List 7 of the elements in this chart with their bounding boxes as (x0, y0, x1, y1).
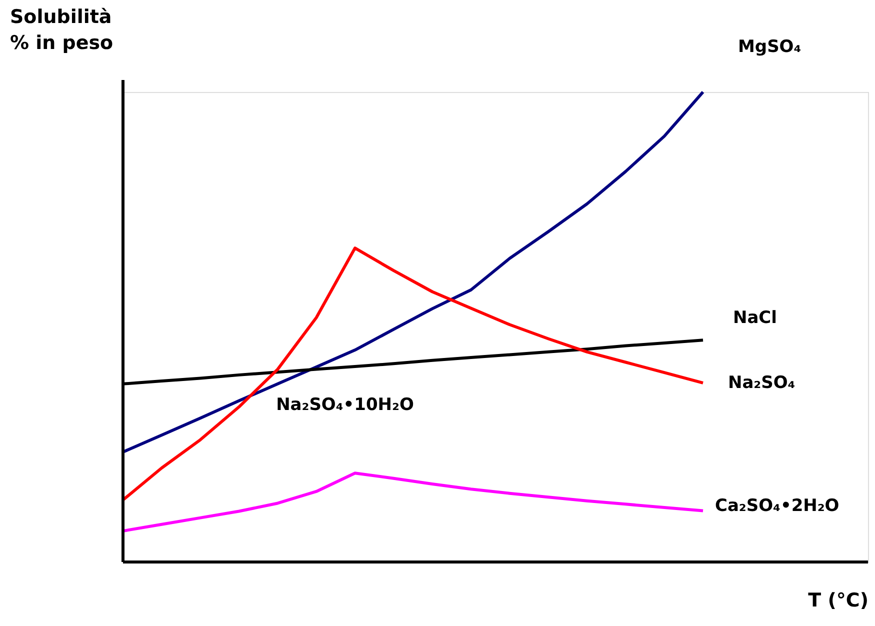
annotation: Na₂SO₄•10H₂O (276, 394, 414, 415)
series-label: Ca₂SO₄•2H₂O (715, 496, 840, 516)
y-axis-title: Solubilità % in peso (10, 6, 114, 54)
series-label: NaCl (733, 308, 777, 328)
x-axis-title: T (°C) (808, 589, 868, 612)
text: MgSO₄ (738, 37, 802, 58)
series-label: Na₂SO₄ (728, 372, 796, 393)
